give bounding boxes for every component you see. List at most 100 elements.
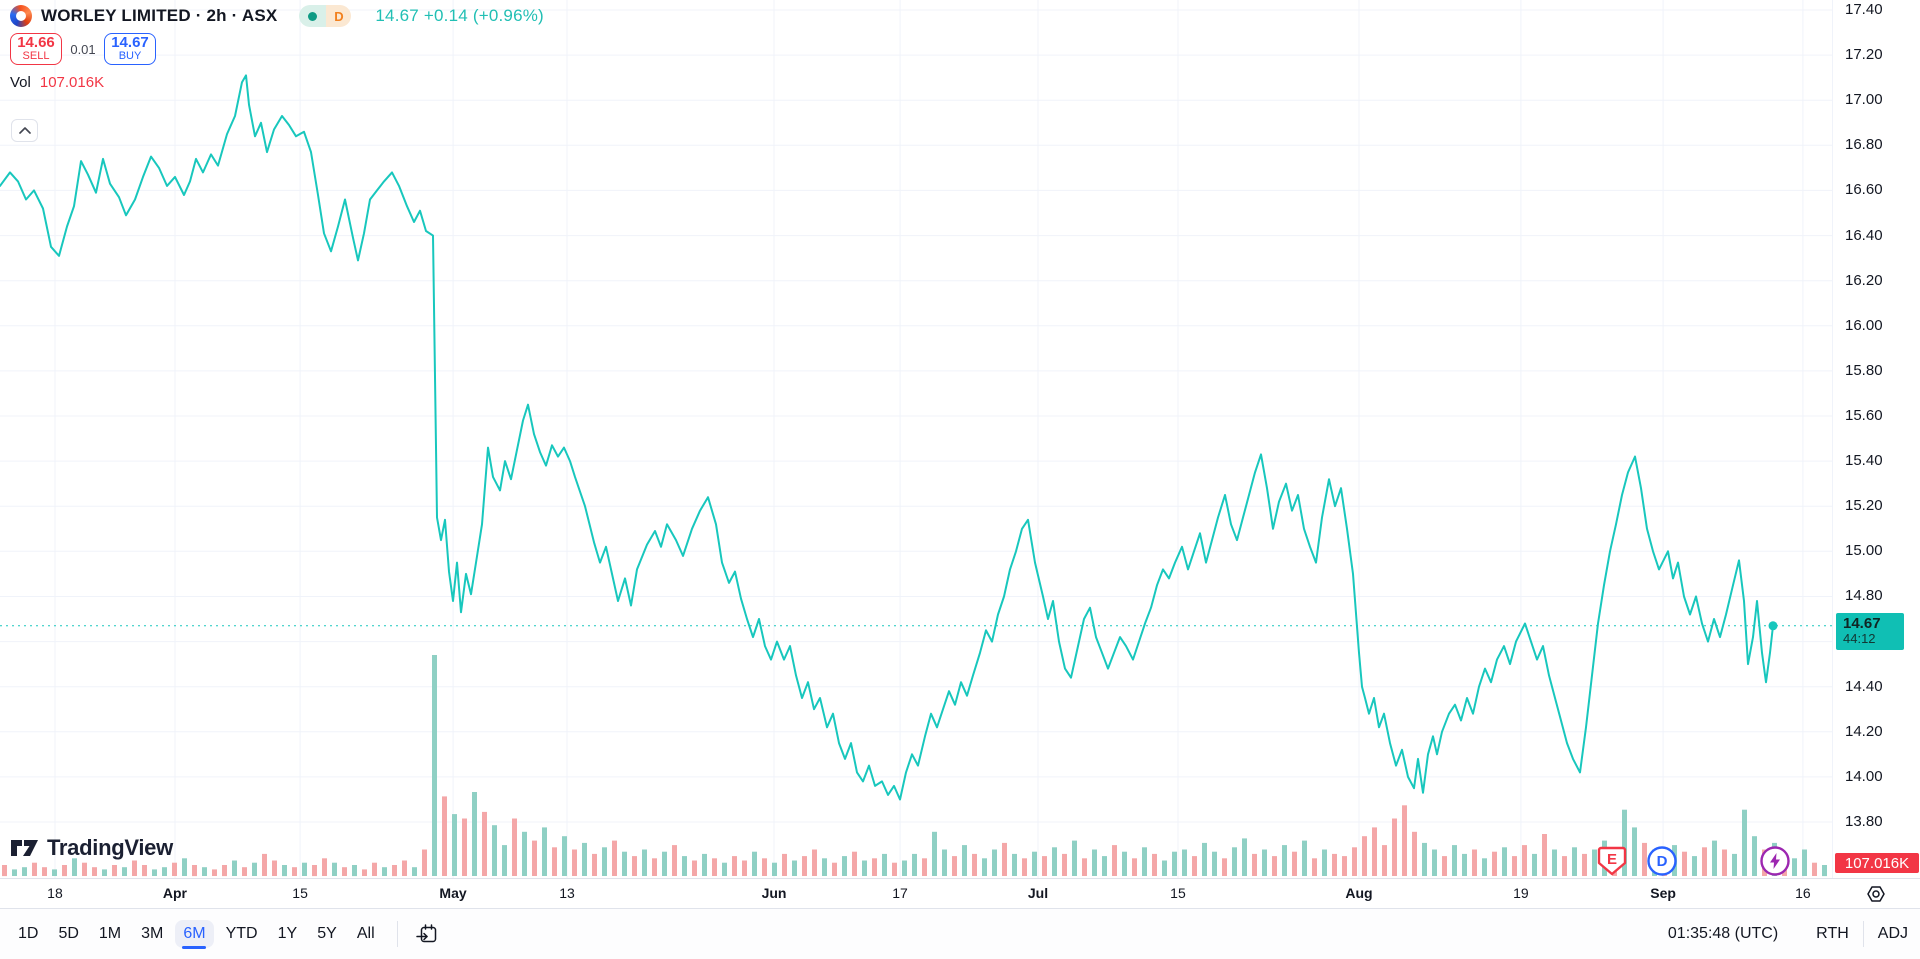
date-range-switcher: 1D 5D 1M 3M 6M YTD 1Y 5Y All <box>0 920 385 948</box>
svg-text:E: E <box>1607 851 1617 868</box>
range-button-all[interactable]: All <box>356 925 375 942</box>
lightning-icon <box>1760 846 1790 876</box>
dividends-circle-icon: D <box>1647 846 1677 876</box>
buy-button[interactable]: 14.67 BUY <box>104 33 156 65</box>
adjust-toggle[interactable]: ADJ <box>1877 925 1908 942</box>
price-chart-canvas[interactable] <box>0 0 1832 878</box>
volume-bar <box>2 865 7 877</box>
volume-bar <box>1352 847 1357 876</box>
sell-label: SELL <box>22 50 50 63</box>
price-axis-label: 15.80 <box>1845 361 1883 379</box>
volume-bar <box>762 858 767 876</box>
volume-bar <box>1702 847 1707 876</box>
volume-bar <box>1682 851 1687 876</box>
axis-settings-corner[interactable] <box>1832 878 1920 908</box>
volume-bar <box>1422 842 1427 876</box>
price-axis-label: 17.20 <box>1845 46 1883 64</box>
volume-bar <box>752 851 757 876</box>
volume-bar <box>342 867 347 876</box>
bottom-toolbar: 1D 5D 1M 3M 6M YTD 1Y 5Y All 01:35:48 (UTC) RTH … <box>0 908 1920 959</box>
volume-bar <box>852 851 857 876</box>
volume-bar <box>182 858 187 876</box>
price-axis-label: 17.00 <box>1845 91 1883 109</box>
chevron-up-icon <box>18 127 31 134</box>
volume-bar <box>192 865 197 877</box>
range-button-ytd[interactable]: YTD <box>225 925 258 942</box>
range-button-5d[interactable]: 5D <box>58 925 79 942</box>
volume-bar <box>1102 856 1107 876</box>
volume-bar <box>1132 858 1137 876</box>
volume-bar <box>542 827 547 876</box>
symbol-logo-icon[interactable] <box>10 5 32 27</box>
volume-bar <box>992 849 997 876</box>
volume-bar <box>612 840 617 876</box>
volume-bar <box>242 867 247 876</box>
volume-bar <box>152 869 157 876</box>
chart-pane[interactable]: WORLEY LIMITED · 2h · ASX D 14.67 +0.14 … <box>0 0 1832 878</box>
tradingview-watermark[interactable]: TradingView <box>10 835 173 861</box>
time-axis[interactable]: 18 Apr 15 May 13 Jun 17 Jul 15 Aug 19 Sep 16 <box>0 878 1832 908</box>
volume-bar <box>1432 849 1437 876</box>
volume-bar <box>1532 853 1537 876</box>
last-price: 14.67 <box>375 6 419 25</box>
volume-bar <box>432 655 437 876</box>
sell-button[interactable]: 14.66 SELL <box>10 33 62 65</box>
volume-bar <box>1622 809 1627 876</box>
gear-icon[interactable] <box>1865 883 1887 905</box>
range-button-3m[interactable]: 3M <box>141 925 164 942</box>
symbol-title[interactable]: WORLEY LIMITED · 2h · ASX <box>41 6 278 25</box>
volume-bar <box>1562 856 1567 876</box>
volume-bar <box>1022 858 1027 876</box>
volume-bar <box>1292 851 1297 876</box>
range-button-6m[interactable]: 6M <box>175 920 214 948</box>
go-to-date-button[interactable] <box>410 917 444 951</box>
volume-bar <box>1092 849 1097 876</box>
price-line-series <box>0 74 1774 801</box>
time-axis-label: 13 <box>559 885 575 901</box>
session-toggle[interactable]: RTH <box>1816 925 1849 942</box>
range-button-5y[interactable]: 5Y <box>317 925 337 942</box>
earnings-shield-icon: E <box>1597 846 1627 876</box>
volume-bar <box>942 849 947 876</box>
price-axis-label: 15.60 <box>1845 407 1883 424</box>
volume-bar <box>1302 840 1307 876</box>
tradingview-logo-text: TradingView <box>47 835 173 860</box>
market-status-badge[interactable]: D <box>299 5 352 27</box>
volume-bar <box>1342 856 1347 876</box>
range-button-1m[interactable]: 1M <box>98 925 122 942</box>
volume-bar <box>1712 840 1717 876</box>
volume-bar <box>312 865 317 877</box>
earnings-marker[interactable]: E <box>1596 845 1628 883</box>
svg-text:D: D <box>1657 853 1668 870</box>
range-button-1y[interactable]: 1Y <box>277 925 298 942</box>
volume-bar <box>1472 849 1477 876</box>
price-axis-label: 14.80 <box>1845 587 1883 605</box>
volume-bar <box>352 865 357 877</box>
volume-bar <box>82 862 87 876</box>
market-status-dot-icon <box>308 11 318 21</box>
volume-bar <box>402 860 407 876</box>
volume-bar <box>52 869 57 876</box>
volume-bar <box>1202 842 1207 876</box>
volume-bar <box>162 867 167 876</box>
collapse-legend-button[interactable] <box>11 119 38 142</box>
volume-bar <box>1452 845 1457 876</box>
market-open-segment <box>299 5 327 27</box>
price-axis-label: 16.20 <box>1845 271 1883 289</box>
volume-bar <box>362 869 367 876</box>
volume-bar <box>902 860 907 876</box>
symbol-header: WORLEY LIMITED · 2h · ASX D 14.67 +0.14 … <box>10 3 544 29</box>
range-button-1d[interactable]: 1D <box>18 925 39 942</box>
volume-bar <box>1382 845 1387 876</box>
price-axis-label: 15.40 <box>1845 452 1883 470</box>
volume-bar <box>952 856 957 876</box>
dividends-marker[interactable]: D <box>1646 845 1678 882</box>
volume-bar <box>1542 834 1547 876</box>
volume-bar <box>652 858 657 876</box>
toolbar-right: 01:35:48 (UTC) RTH ADJ <box>1668 921 1920 947</box>
volume-bar <box>1722 849 1727 876</box>
volume-bar <box>1362 836 1367 876</box>
volume-bar <box>722 862 727 876</box>
price-axis[interactable]: 17.40 17.20 17.00 16.80 16.60 16.40 16.20 16.00… <box>1832 0 1920 878</box>
instant-trading-marker[interactable] <box>1759 845 1791 882</box>
